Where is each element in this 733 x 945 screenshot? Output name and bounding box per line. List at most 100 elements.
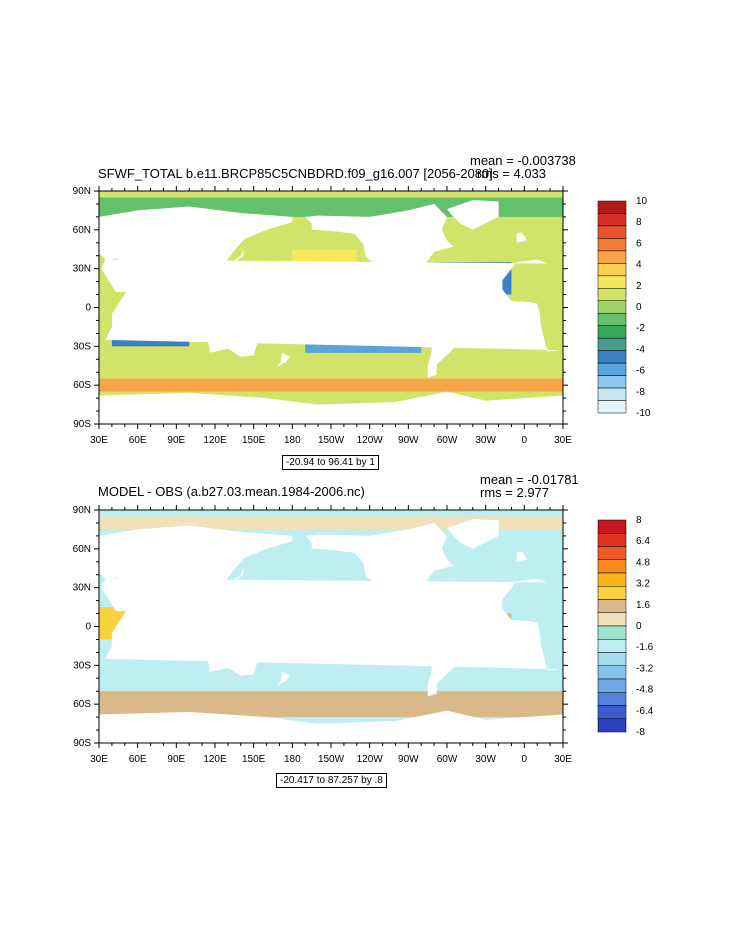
colorbar-label: -10 <box>636 408 651 419</box>
colorbar-label: 4.8 <box>636 557 650 568</box>
y-tick-label: 60N <box>73 544 91 555</box>
panel-top-map: 30E 60E 90E 120E 150E 180 150W 120W 90W 60W 30W 0 30… <box>73 186 651 446</box>
land-eurasia <box>99 206 293 305</box>
y-tick-label: 0 <box>85 303 91 314</box>
colorbar-label: -8 <box>636 727 645 738</box>
colorbar-swatch <box>597 546 627 560</box>
land-arabia <box>102 268 136 291</box>
x-tick-label: 90W <box>398 435 419 446</box>
land-eurasia <box>99 525 293 624</box>
colorbar-label: 3.2 <box>636 579 650 590</box>
field-layer <box>99 510 563 743</box>
y-tick-label: 60N <box>73 225 91 236</box>
y-tick-label: 90N <box>73 186 91 197</box>
y-tick-label: 90N <box>73 505 91 516</box>
x-tick-label: 120W <box>357 435 384 446</box>
land-greenland <box>447 200 499 230</box>
x-tick-label: 60W <box>437 435 458 446</box>
colorbar-swatch <box>597 665 627 680</box>
x-tick-label: 150E <box>242 435 266 446</box>
x-tick-label: 30E <box>554 435 572 446</box>
x-tick-label: 30E <box>90 435 108 446</box>
colorbar-label: -3.2 <box>636 663 654 674</box>
colorbar-swatch <box>597 625 627 640</box>
land-n-america <box>305 203 454 298</box>
colorbar-label: 0 <box>636 302 642 313</box>
land-australia <box>207 320 258 357</box>
panel-bottom-rms: rms = 2.977 <box>480 485 550 500</box>
x-tick-label: 120W <box>357 754 384 765</box>
colorbar-label: 1.6 <box>636 600 650 611</box>
field-region-7 <box>99 378 563 392</box>
colorbar-swatch <box>597 678 627 693</box>
colorbar-swatch <box>597 400 627 414</box>
land-arabia <box>102 587 136 610</box>
colorbar-label: 10 <box>636 196 648 207</box>
y-tick-label: 60S <box>73 380 91 391</box>
land-indonesia <box>182 298 248 320</box>
land-madagascar <box>117 642 125 659</box>
colorbar-label: 4 <box>636 260 642 271</box>
colorbar-label: 8 <box>636 515 642 526</box>
land-s-america <box>419 611 480 697</box>
colorbar-swatch <box>597 612 627 627</box>
land-nz <box>276 352 290 367</box>
colorbar-label: -6.4 <box>636 706 654 717</box>
panel-bottom-mean: mean = -0.01781 <box>480 472 579 487</box>
colorbar-label: 2 <box>636 281 642 292</box>
colorbar-label: 6.4 <box>636 536 650 547</box>
colorbar-swatch <box>597 692 627 706</box>
x-tick-label: 120E <box>203 754 227 765</box>
colorbar-swatch <box>597 586 627 600</box>
land-antarctica <box>99 391 563 424</box>
x-tick-label: 90W <box>398 754 419 765</box>
panel-bottom-title: MODEL - OBS (a.b27.03.mean.1984-2006.nc) <box>98 484 365 499</box>
land-s-america <box>419 292 480 378</box>
x-tick-label: 30W <box>475 435 496 446</box>
panel-top-rms: rms = 4.033 <box>477 166 547 181</box>
colorbar-swatch <box>597 652 627 666</box>
field-layer <box>99 191 563 424</box>
land-madagascar <box>117 323 125 340</box>
panel-top: SFWF_TOTAL b.e11.BRCP85C5CNBDRD.f09_g16.… <box>0 0 733 470</box>
land-antarctica <box>99 710 563 743</box>
colorbar-swatch <box>597 599 627 613</box>
panel-top-range-label: -20.94 to 96.41 by 1 <box>282 455 379 470</box>
x-tick-label: 180 <box>284 435 301 446</box>
panel-bottom-range-label: -20.417 to 87.257 by .8 <box>276 773 387 788</box>
land-japan <box>227 249 244 267</box>
colorbar-swatch <box>597 559 627 574</box>
x-tick-label: 0 <box>522 435 528 446</box>
y-tick-label: 90S <box>73 419 91 430</box>
colorbar-swatch <box>597 519 627 534</box>
panel-top-title: SFWF_TOTAL b.e11.BRCP85C5CNBDRD.f09_g16.… <box>98 166 493 181</box>
x-tick-label: 90E <box>167 435 185 446</box>
land-nz <box>276 671 290 686</box>
colorbar-swatch <box>597 572 627 587</box>
land-japan <box>227 568 244 586</box>
x-tick-label: 60E <box>129 435 147 446</box>
land-indonesia <box>182 617 248 639</box>
x-tick-label: 180 <box>284 754 301 765</box>
x-tick-label: 30E <box>554 754 572 765</box>
x-tick-label: 150E <box>242 754 266 765</box>
colorbar-label: -8 <box>636 387 645 398</box>
colorbar-swatch <box>597 718 627 733</box>
x-tick-label: 30W <box>475 754 496 765</box>
x-tick-label: 60W <box>437 754 458 765</box>
y-tick-label: 60S <box>73 699 91 710</box>
colorbar-label: -4.8 <box>636 685 654 696</box>
y-tick-label: 0 <box>85 622 91 633</box>
land-n-america <box>305 522 454 617</box>
x-tick-label: 150W <box>318 435 345 446</box>
field-region-2 <box>99 516 563 530</box>
colorbar-swatch <box>597 705 627 719</box>
y-tick-label: 90S <box>73 738 91 749</box>
colorbar-label: -6 <box>636 366 645 377</box>
colorbar-label: 0 <box>636 621 642 632</box>
x-tick-label: 120E <box>203 435 227 446</box>
colorbar-label: -4 <box>636 344 645 355</box>
x-tick-label: 150W <box>318 754 345 765</box>
land-uk <box>516 551 527 562</box>
